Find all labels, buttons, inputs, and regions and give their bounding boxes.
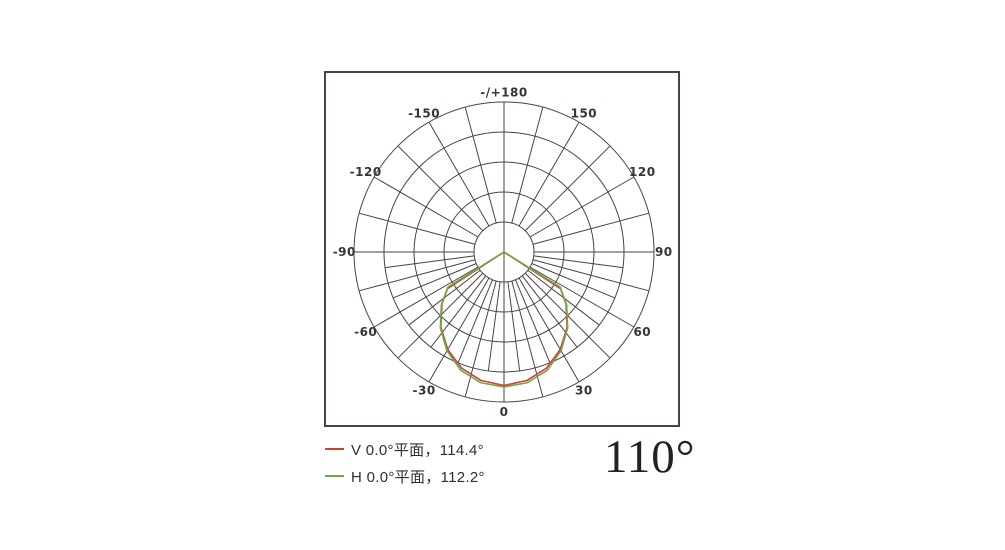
angle-label--180: -/+180 [480,85,527,99]
grid-spoke-minor [507,281,521,372]
legend: V 0.0°平面，114.4° H 0.0°平面，112.2° [325,438,485,487]
h-plane-curve [439,251,569,388]
grid-spoke-major [518,277,580,383]
grid-spoke-major [529,266,635,328]
angle-label--90: -90 [333,245,356,259]
h-plane-line-swatch [325,475,344,477]
grid-spoke-minor [430,275,487,348]
angle-label--120: -120 [350,165,382,179]
grid-spoke-major [511,106,544,224]
grid-spoke-major [464,106,497,224]
legend-label-h: H 0.0°平面，112.2° [351,468,485,486]
legend-row-h: H 0.0°平面，112.2° [325,465,485,487]
v-plane-line-swatch [325,448,344,450]
grid-spoke-minor [392,263,477,299]
grid-spoke-major [464,280,497,398]
grid-spoke-minor [531,263,616,299]
grid-spoke-major [518,121,580,227]
beam-angle-value: 110° [604,431,696,483]
grid-spoke-minor [457,279,493,364]
angle-label--150: -150 [408,107,440,121]
grid-spoke-major [358,212,476,245]
angle-label-120: 120 [629,165,656,179]
grid-spoke-major [524,145,611,232]
grid-spoke-major [532,212,650,245]
polar-grid [353,101,655,403]
grid-spoke-major [428,121,490,227]
angle-label-60: 60 [633,325,651,339]
angle-label-90: 90 [655,245,673,259]
legend-row-v: V 0.0°平面，114.4° [325,438,485,460]
angle-label--60: -60 [354,325,377,339]
grid-spoke-minor [384,255,475,269]
angle-label-30: 30 [575,383,593,397]
grid-spoke-major [532,259,650,292]
grid-spoke-minor [515,279,551,364]
legend-label-v: V 0.0°平面，114.4° [351,441,484,459]
grid-spoke-minor [487,281,501,372]
angle-labels: 0 30 60 90 120 150 -/+180 -150 -120 -90 -60 -30 [333,85,673,419]
grid-spoke-major [358,259,476,292]
angle-label-150: 150 [571,107,598,121]
grid-spoke-major [511,280,544,398]
grid-spoke-major [373,266,479,328]
grid-spoke-minor [533,255,624,269]
distribution-curves [439,251,569,388]
angle-label-0: 0 [500,405,509,419]
grid-spoke-major [529,176,635,238]
grid-spoke-minor [521,275,578,348]
grid-spoke-major [397,145,484,232]
grid-spoke-major [428,277,490,383]
grid-spoke-major [373,176,479,238]
polar-chart-frame: 0 30 60 90 120 150 -/+180 -150 -120 -90 -60 -30 [324,71,680,427]
angle-label--30: -30 [413,383,436,397]
polar-chart: 0 30 60 90 120 150 -/+180 -150 -120 -90 -60 -30 [333,85,673,419]
